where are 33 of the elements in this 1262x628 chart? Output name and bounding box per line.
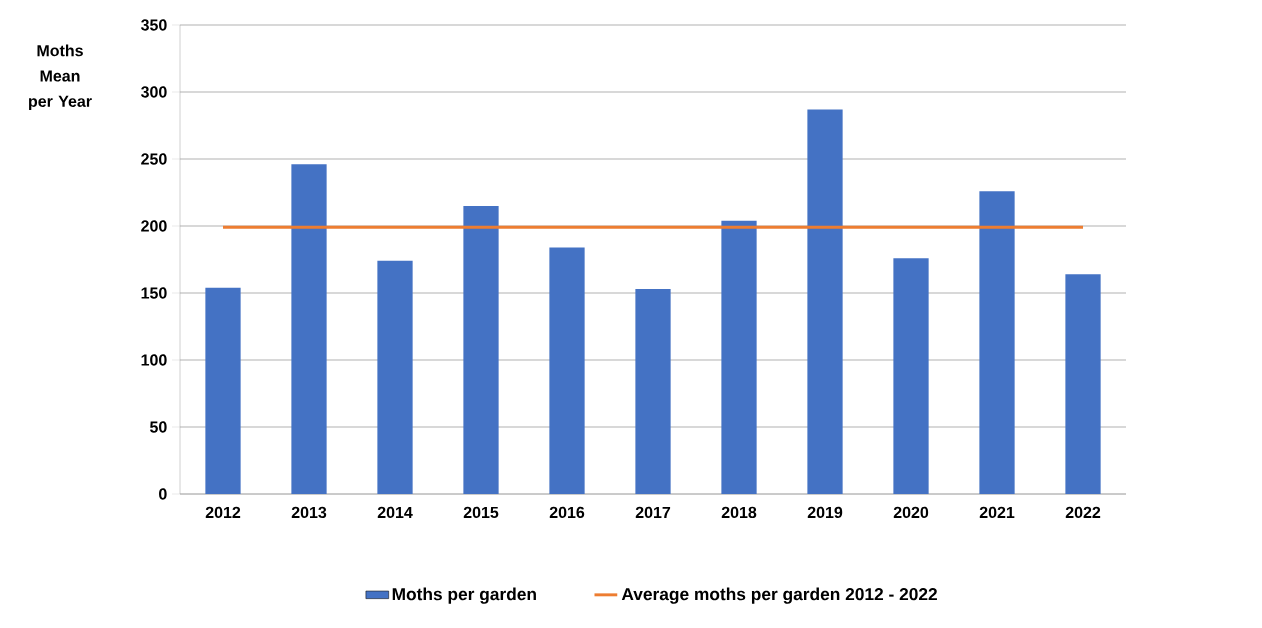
x-tick-label: 2017 [635,506,671,519]
bar [377,260,413,494]
legend-label: Moths per garden [392,587,536,604]
bar [1065,274,1101,494]
bar [549,247,585,494]
y-tick-label: 300 [140,86,167,98]
bar [635,288,671,494]
bar [291,164,327,494]
bar [463,205,499,494]
x-tick-label: 2021 [979,506,1015,519]
x-tick-label: 2022 [1065,506,1101,519]
bar [979,191,1015,494]
y-axis-title: Moths Mean per Year [29,44,92,111]
bar [721,220,757,494]
bar [893,258,929,494]
x-tick-label: 2020 [893,506,929,519]
x-tick-label: 2012 [205,506,241,519]
y-tick-label: 250 [141,153,167,165]
y-tick-label: 0 [159,488,167,500]
x-tick-label: 2016 [549,506,585,519]
bar [205,287,241,494]
x-tick-label: 2019 [807,506,843,519]
legend-label: Average moths per garden 2012 - 2022 [621,587,937,604]
y-tick-label: 50 [150,421,167,433]
y-tick-label: 200 [141,220,167,232]
x-tick-label: 2015 [463,506,499,519]
y-tick-label: 350 [140,19,167,31]
x-tick-label: 2013 [291,506,327,519]
y-tick-label: 100 [141,354,167,366]
x-tick-label: 2018 [721,506,757,519]
x-tick-label: 2014 [377,506,413,519]
bar [807,109,843,494]
y-tick-label: 150 [141,287,167,299]
